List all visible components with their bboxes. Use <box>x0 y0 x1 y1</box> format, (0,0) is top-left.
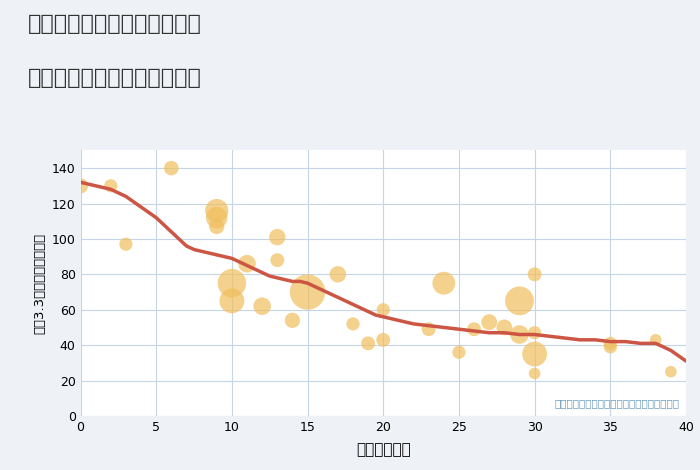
Point <box>211 223 223 230</box>
Point <box>665 368 676 376</box>
Point <box>347 320 358 328</box>
Point <box>226 279 237 287</box>
Text: 築年数別中古マンション価格: 築年数別中古マンション価格 <box>28 68 202 88</box>
Point <box>75 182 86 189</box>
Point <box>529 271 540 278</box>
Point <box>423 325 434 333</box>
Point <box>287 317 298 324</box>
Point <box>256 302 267 310</box>
Text: 奈良県奈良市四条大路南町の: 奈良県奈良市四条大路南町の <box>28 14 202 34</box>
Point <box>363 340 374 347</box>
Point <box>468 325 480 333</box>
Point <box>514 331 525 338</box>
Point <box>605 343 616 351</box>
Point <box>498 324 510 331</box>
Point <box>120 241 132 248</box>
Point <box>529 370 540 377</box>
Point <box>378 306 389 313</box>
Point <box>454 348 465 356</box>
Point <box>211 207 223 214</box>
Point <box>514 297 525 305</box>
Point <box>211 214 223 221</box>
Point <box>272 257 283 264</box>
Point <box>105 182 116 189</box>
X-axis label: 築年数（年）: 築年数（年） <box>356 442 411 457</box>
Point <box>529 350 540 358</box>
Point <box>484 318 495 326</box>
Point <box>166 164 177 172</box>
Point <box>605 340 616 347</box>
Y-axis label: 坪（3.3㎡）単価（万円）: 坪（3.3㎡）単価（万円） <box>33 233 46 334</box>
Point <box>650 336 662 344</box>
Text: 円の大きさは、取引のあった物件面積を示す: 円の大きさは、取引のあった物件面積を示す <box>555 398 680 408</box>
Point <box>272 234 283 241</box>
Point <box>226 297 237 305</box>
Point <box>438 279 449 287</box>
Point <box>529 329 540 337</box>
Point <box>332 271 344 278</box>
Point <box>378 336 389 344</box>
Point <box>302 288 313 296</box>
Point <box>241 260 253 267</box>
